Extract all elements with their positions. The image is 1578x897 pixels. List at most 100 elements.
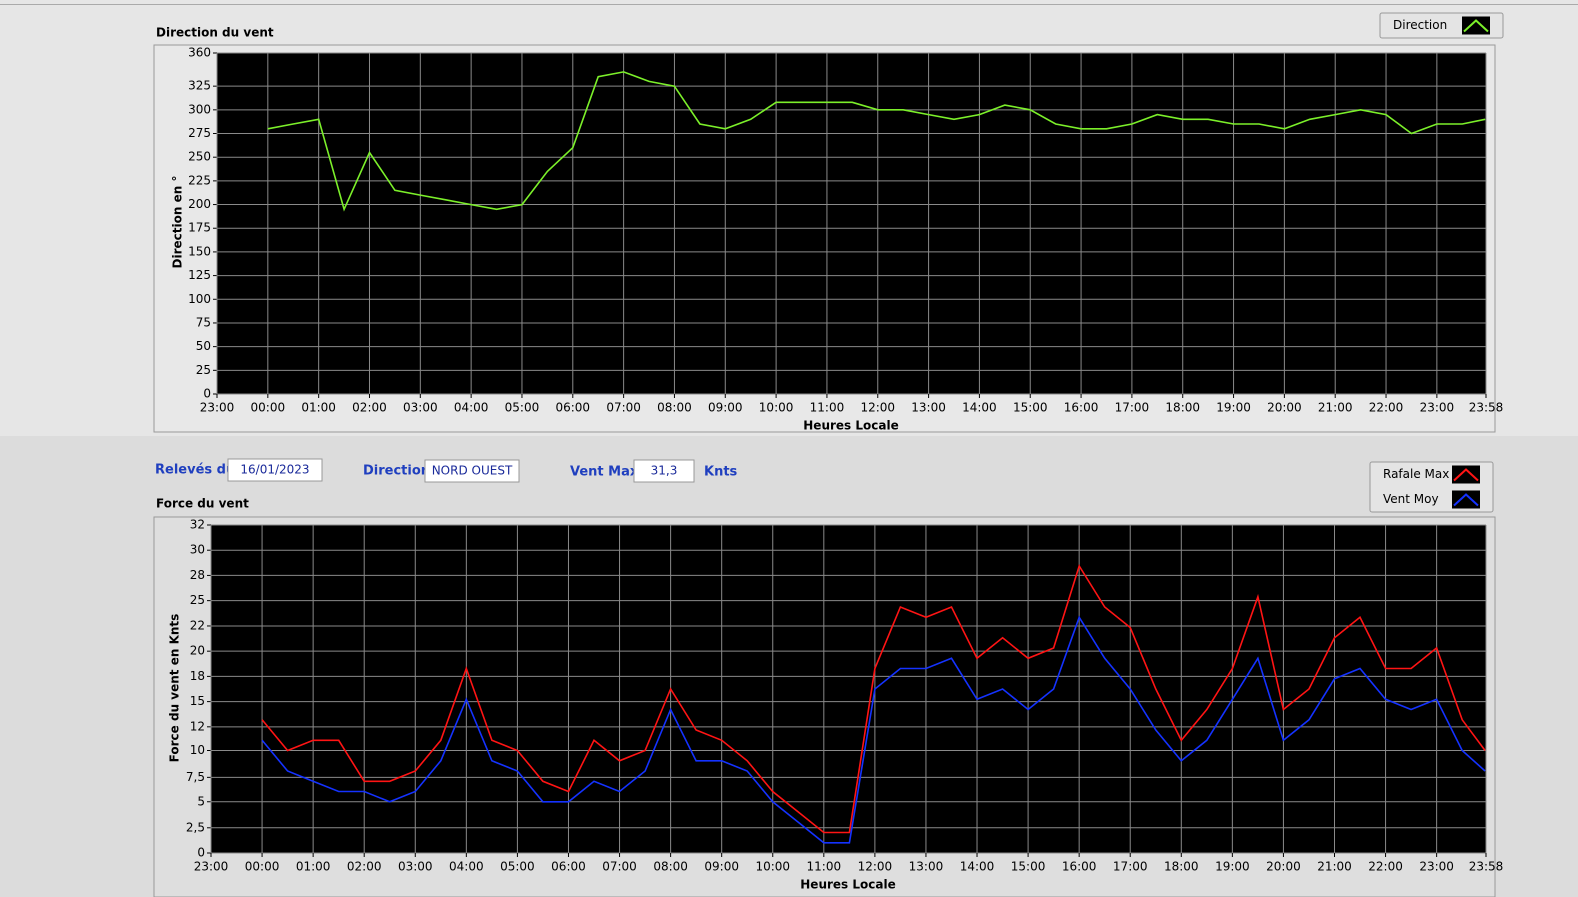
y-tick-label: 300 bbox=[188, 102, 211, 116]
x-tick-label: 00:00 bbox=[245, 860, 280, 874]
x-tick-label: 09:00 bbox=[704, 860, 739, 874]
y-tick-label: 150 bbox=[188, 244, 211, 258]
legend-swatch bbox=[1463, 19, 1489, 33]
x-tick-label: 23:00 bbox=[1420, 401, 1455, 415]
y-tick-label: 360 bbox=[188, 46, 211, 60]
y-tick-label: 5 bbox=[197, 794, 205, 808]
date-value: 16/01/2023 bbox=[240, 463, 309, 477]
legend-label: Vent Moy bbox=[1383, 492, 1439, 506]
y-tick-label: 125 bbox=[188, 268, 211, 282]
plot-area bbox=[211, 525, 1486, 853]
y-tick-label: 100 bbox=[188, 292, 211, 306]
x-tick-label: 21:00 bbox=[1317, 860, 1352, 874]
plot-area bbox=[217, 53, 1486, 394]
y-tick-label: 7,5 bbox=[186, 770, 205, 784]
date-field[interactable] bbox=[227, 458, 323, 482]
y-tick-label: 275 bbox=[188, 126, 211, 140]
x-tick-label: 12:00 bbox=[860, 401, 895, 415]
x-axis-label: Heures Locale bbox=[800, 878, 895, 892]
x-tick-label: 08:00 bbox=[657, 401, 692, 415]
x-tick-label: 12:00 bbox=[858, 860, 893, 874]
x-tick-label: 17:00 bbox=[1115, 401, 1150, 415]
x-tick-label: 19:00 bbox=[1215, 860, 1250, 874]
y-tick-label: 10 bbox=[190, 743, 205, 757]
y-tick-label: 32 bbox=[190, 518, 205, 532]
y-tick-label: 2,5 bbox=[186, 820, 205, 834]
y-tick-label: 22 bbox=[190, 618, 205, 632]
y-axis-label: Force du vent en Knts bbox=[168, 614, 182, 763]
max-label: Vent Max bbox=[570, 465, 639, 480]
x-tick-label: 22:00 bbox=[1369, 401, 1404, 415]
x-tick-label: 19:00 bbox=[1216, 401, 1251, 415]
y-tick-label: 225 bbox=[188, 173, 211, 187]
x-tick-label: 14:00 bbox=[962, 401, 997, 415]
direction-field[interactable] bbox=[424, 459, 520, 483]
y-tick-label: 0 bbox=[203, 387, 211, 401]
x-tick-label: 04:00 bbox=[454, 401, 489, 415]
chart-title: Force du vent bbox=[156, 497, 249, 511]
x-tick-label: 14:00 bbox=[960, 860, 995, 874]
x-tick-label: 17:00 bbox=[1113, 860, 1148, 874]
x-tick-label: 22:00 bbox=[1368, 860, 1403, 874]
x-tick-label: 02:00 bbox=[352, 401, 387, 415]
x-tick-label: 18:00 bbox=[1165, 401, 1200, 415]
legend-label: Direction bbox=[1393, 18, 1447, 32]
legend-swatch-box bbox=[1462, 16, 1490, 35]
y-tick-label: 325 bbox=[188, 79, 211, 93]
x-tick-label: 13:00 bbox=[911, 401, 946, 415]
x-tick-label: 01:00 bbox=[296, 860, 331, 874]
y-tick-label: 25 bbox=[196, 363, 211, 377]
legend-swatch-box bbox=[1452, 490, 1480, 509]
x-axis-label: Heures Locale bbox=[803, 419, 898, 433]
x-tick-label: 23:00 bbox=[200, 401, 235, 415]
y-tick-label: 75 bbox=[196, 315, 211, 329]
x-tick-label: 05:00 bbox=[500, 860, 535, 874]
max-field[interactable] bbox=[633, 459, 695, 483]
x-tick-label: 16:00 bbox=[1064, 401, 1099, 415]
x-tick-label: 20:00 bbox=[1266, 860, 1301, 874]
series-line bbox=[261, 615, 1486, 844]
y-tick-label: 50 bbox=[196, 339, 211, 353]
max-value: 31,3 bbox=[651, 464, 678, 478]
max-unit: Knts bbox=[704, 465, 738, 480]
x-tick-label: 23:58 bbox=[1469, 860, 1504, 874]
y-tick-label: 250 bbox=[188, 150, 211, 164]
x-tick-label: 08:00 bbox=[653, 860, 688, 874]
x-tick-label: 07:00 bbox=[602, 860, 637, 874]
direction-label: Direction bbox=[363, 464, 430, 479]
x-tick-label: 10:00 bbox=[755, 860, 790, 874]
legend-swatch bbox=[1453, 493, 1479, 507]
x-tick-label: 04:00 bbox=[449, 860, 484, 874]
y-tick-label: 20 bbox=[190, 644, 205, 658]
legend-swatch-box bbox=[1452, 465, 1480, 484]
y-tick-label: 200 bbox=[188, 197, 211, 211]
date-label: Relevés du bbox=[155, 463, 235, 478]
x-tick-label: 03:00 bbox=[398, 860, 433, 874]
x-tick-label: 23:00 bbox=[194, 860, 229, 874]
x-tick-label: 06:00 bbox=[555, 401, 590, 415]
series-line bbox=[267, 71, 1486, 212]
x-tick-label: 01:00 bbox=[301, 401, 336, 415]
x-tick-label: 06:00 bbox=[551, 860, 586, 874]
x-tick-label: 15:00 bbox=[1011, 860, 1046, 874]
y-tick-label: 30 bbox=[190, 543, 205, 557]
y-tick-label: 0 bbox=[197, 846, 205, 860]
x-tick-label: 00:00 bbox=[251, 401, 286, 415]
x-tick-label: 10:00 bbox=[759, 401, 794, 415]
x-tick-label: 11:00 bbox=[810, 401, 845, 415]
y-tick-label: 18 bbox=[190, 669, 205, 683]
x-tick-label: 13:00 bbox=[909, 860, 944, 874]
x-tick-label: 23:00 bbox=[1419, 860, 1454, 874]
x-tick-label: 23:58 bbox=[1469, 401, 1504, 415]
legend-label: Rafale Max bbox=[1383, 467, 1449, 481]
legend-swatch bbox=[1453, 468, 1479, 482]
y-tick-label: 28 bbox=[190, 568, 205, 582]
x-tick-label: 20:00 bbox=[1267, 401, 1302, 415]
x-tick-label: 21:00 bbox=[1318, 401, 1353, 415]
x-tick-label: 15:00 bbox=[1013, 401, 1048, 415]
y-tick-label: 175 bbox=[188, 221, 211, 235]
x-tick-label: 02:00 bbox=[347, 860, 382, 874]
chart-title: Direction du vent bbox=[156, 26, 274, 40]
